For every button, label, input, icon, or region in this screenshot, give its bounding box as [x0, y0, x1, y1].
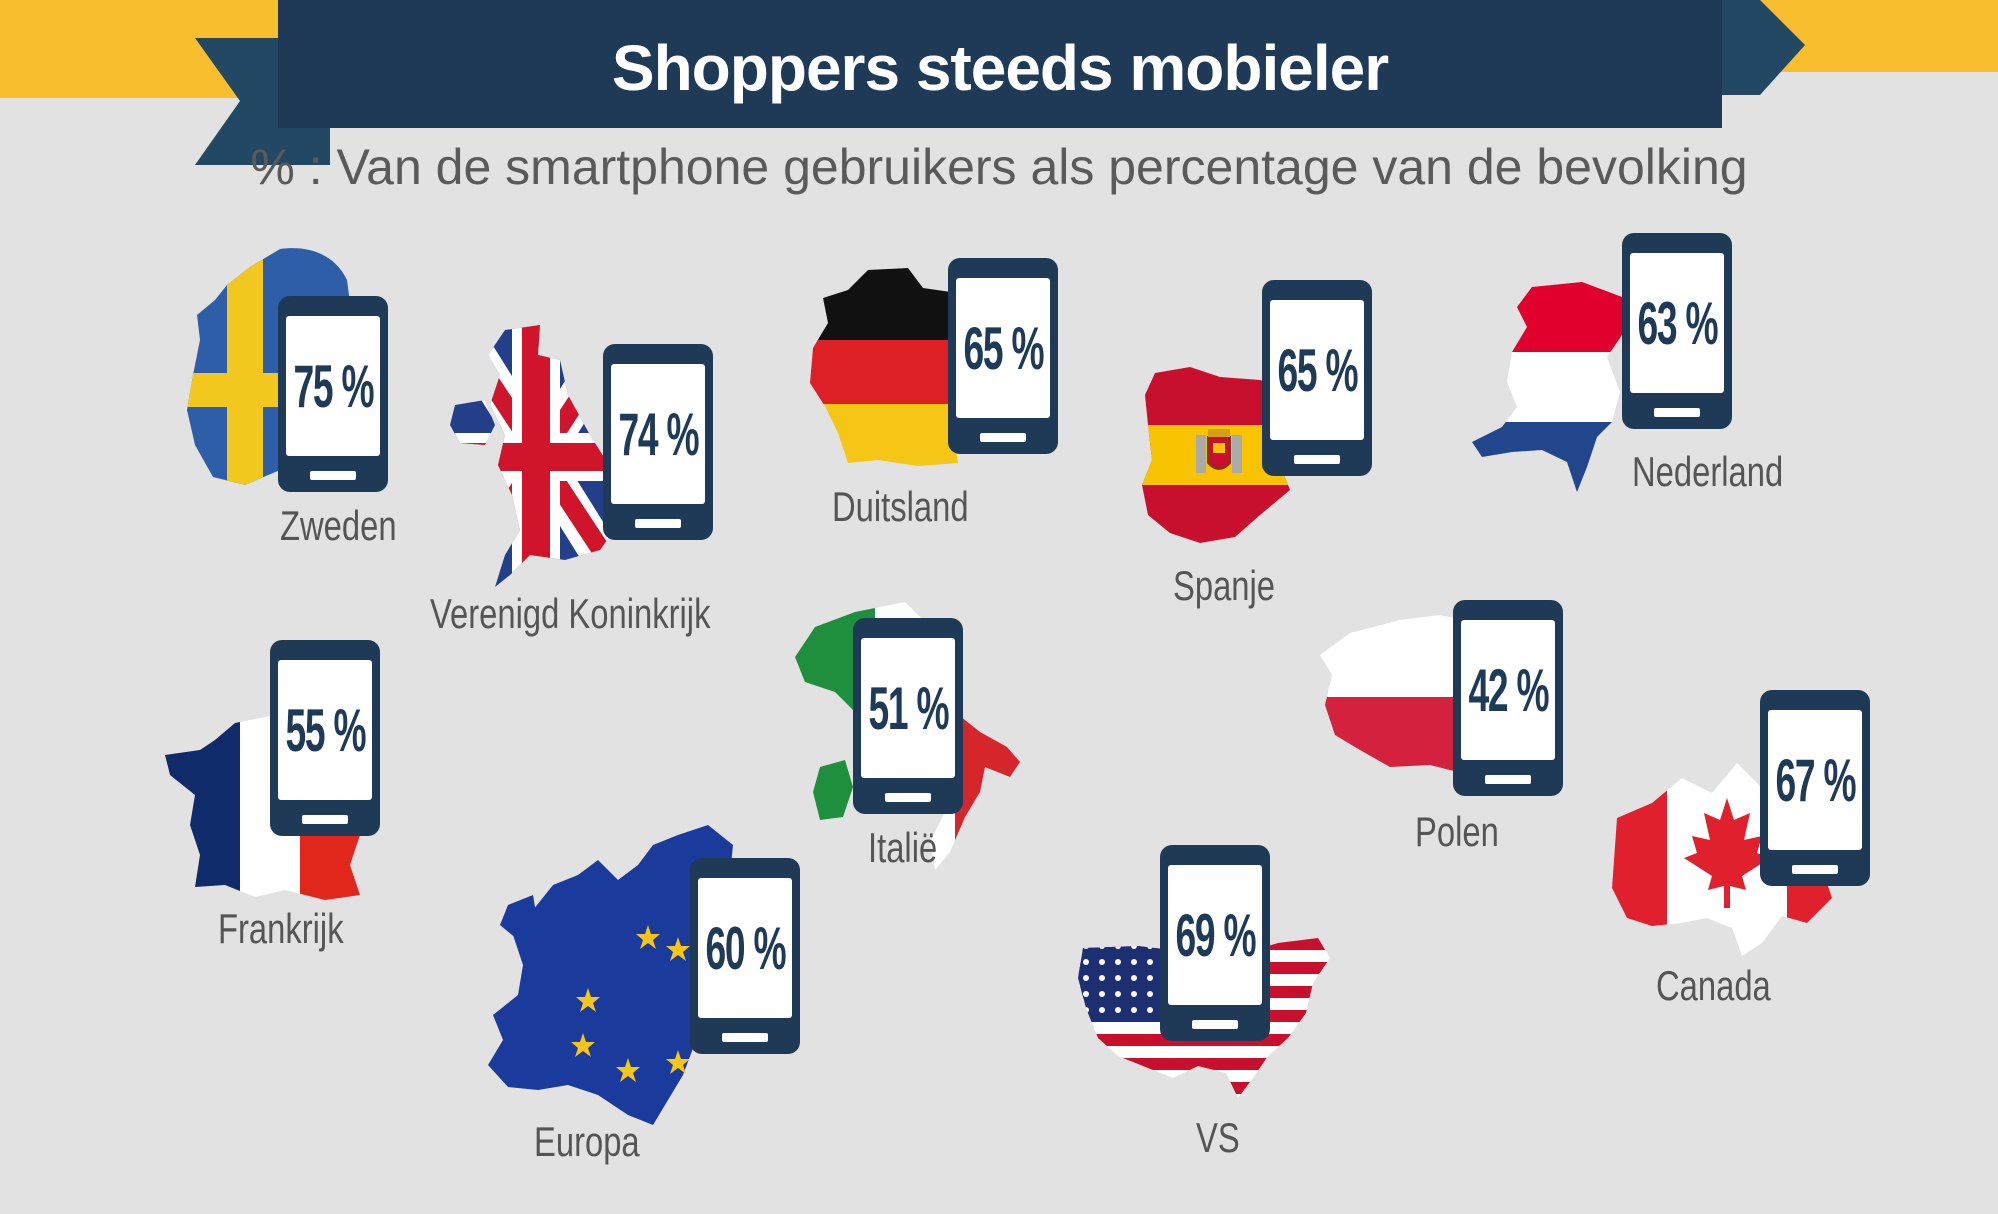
percent-value: 74 % — [618, 400, 699, 468]
percent-value: 63 % — [1637, 289, 1718, 357]
phone-icon: 55 % — [270, 640, 380, 836]
banner-navy — [278, 0, 1722, 128]
phone-icon: 65 % — [948, 258, 1058, 454]
phone-icon: 63 % — [1622, 233, 1732, 429]
maple-leaf-icon — [1684, 798, 1770, 908]
percent-value: 75 % — [293, 352, 374, 420]
page-title: Shoppers steeds mobieler — [611, 32, 1389, 104]
phone-icon: 75 % — [278, 296, 388, 492]
phone-icon: 74 % — [603, 344, 713, 540]
page-subtitle: % : Van de smartphone gebruikers als per… — [250, 139, 1748, 195]
percent-value: 55 % — [285, 696, 366, 764]
country-label: Spanje — [1173, 562, 1276, 609]
phone-icon: 67 % — [1760, 690, 1870, 886]
header-banner — [0, 0, 1998, 165]
uk-flag-map-icon — [450, 325, 625, 587]
percent-value: 69 % — [1175, 901, 1256, 969]
germany-flag-map-icon — [810, 268, 966, 466]
country-label: Canada — [1656, 962, 1771, 1009]
percent-value: 65 % — [1277, 336, 1358, 404]
coat-of-arms-icon — [1196, 429, 1242, 473]
country-label: Polen — [1415, 808, 1499, 855]
phone-icon: 60 % — [690, 858, 800, 1054]
country-label: Zweden — [280, 502, 397, 549]
country-label: VS — [1196, 1114, 1240, 1161]
percent-value: 65 % — [963, 314, 1044, 382]
percent-value: 60 % — [705, 914, 786, 982]
percent-value: 42 % — [1468, 656, 1549, 724]
phone-icon: 65 % — [1262, 280, 1372, 476]
country-label: Frankrijk — [218, 905, 344, 952]
country-label: Nederland — [1632, 448, 1784, 495]
country-label: Italië — [868, 824, 938, 871]
phone-icon: 51 % — [853, 618, 963, 814]
country-label: Europa — [534, 1118, 640, 1165]
phone-icon: 69 % — [1160, 845, 1270, 1041]
percent-value: 51 % — [868, 674, 949, 742]
percent-value: 67 % — [1775, 746, 1856, 814]
eu-stars-icon — [571, 925, 690, 1082]
phone-icon: 42 % — [1453, 600, 1563, 796]
netherlands-flag-map-icon — [1472, 282, 1624, 492]
country-label: Duitsland — [832, 483, 969, 530]
country-label: Verenigd Koninkrijk — [430, 590, 711, 637]
